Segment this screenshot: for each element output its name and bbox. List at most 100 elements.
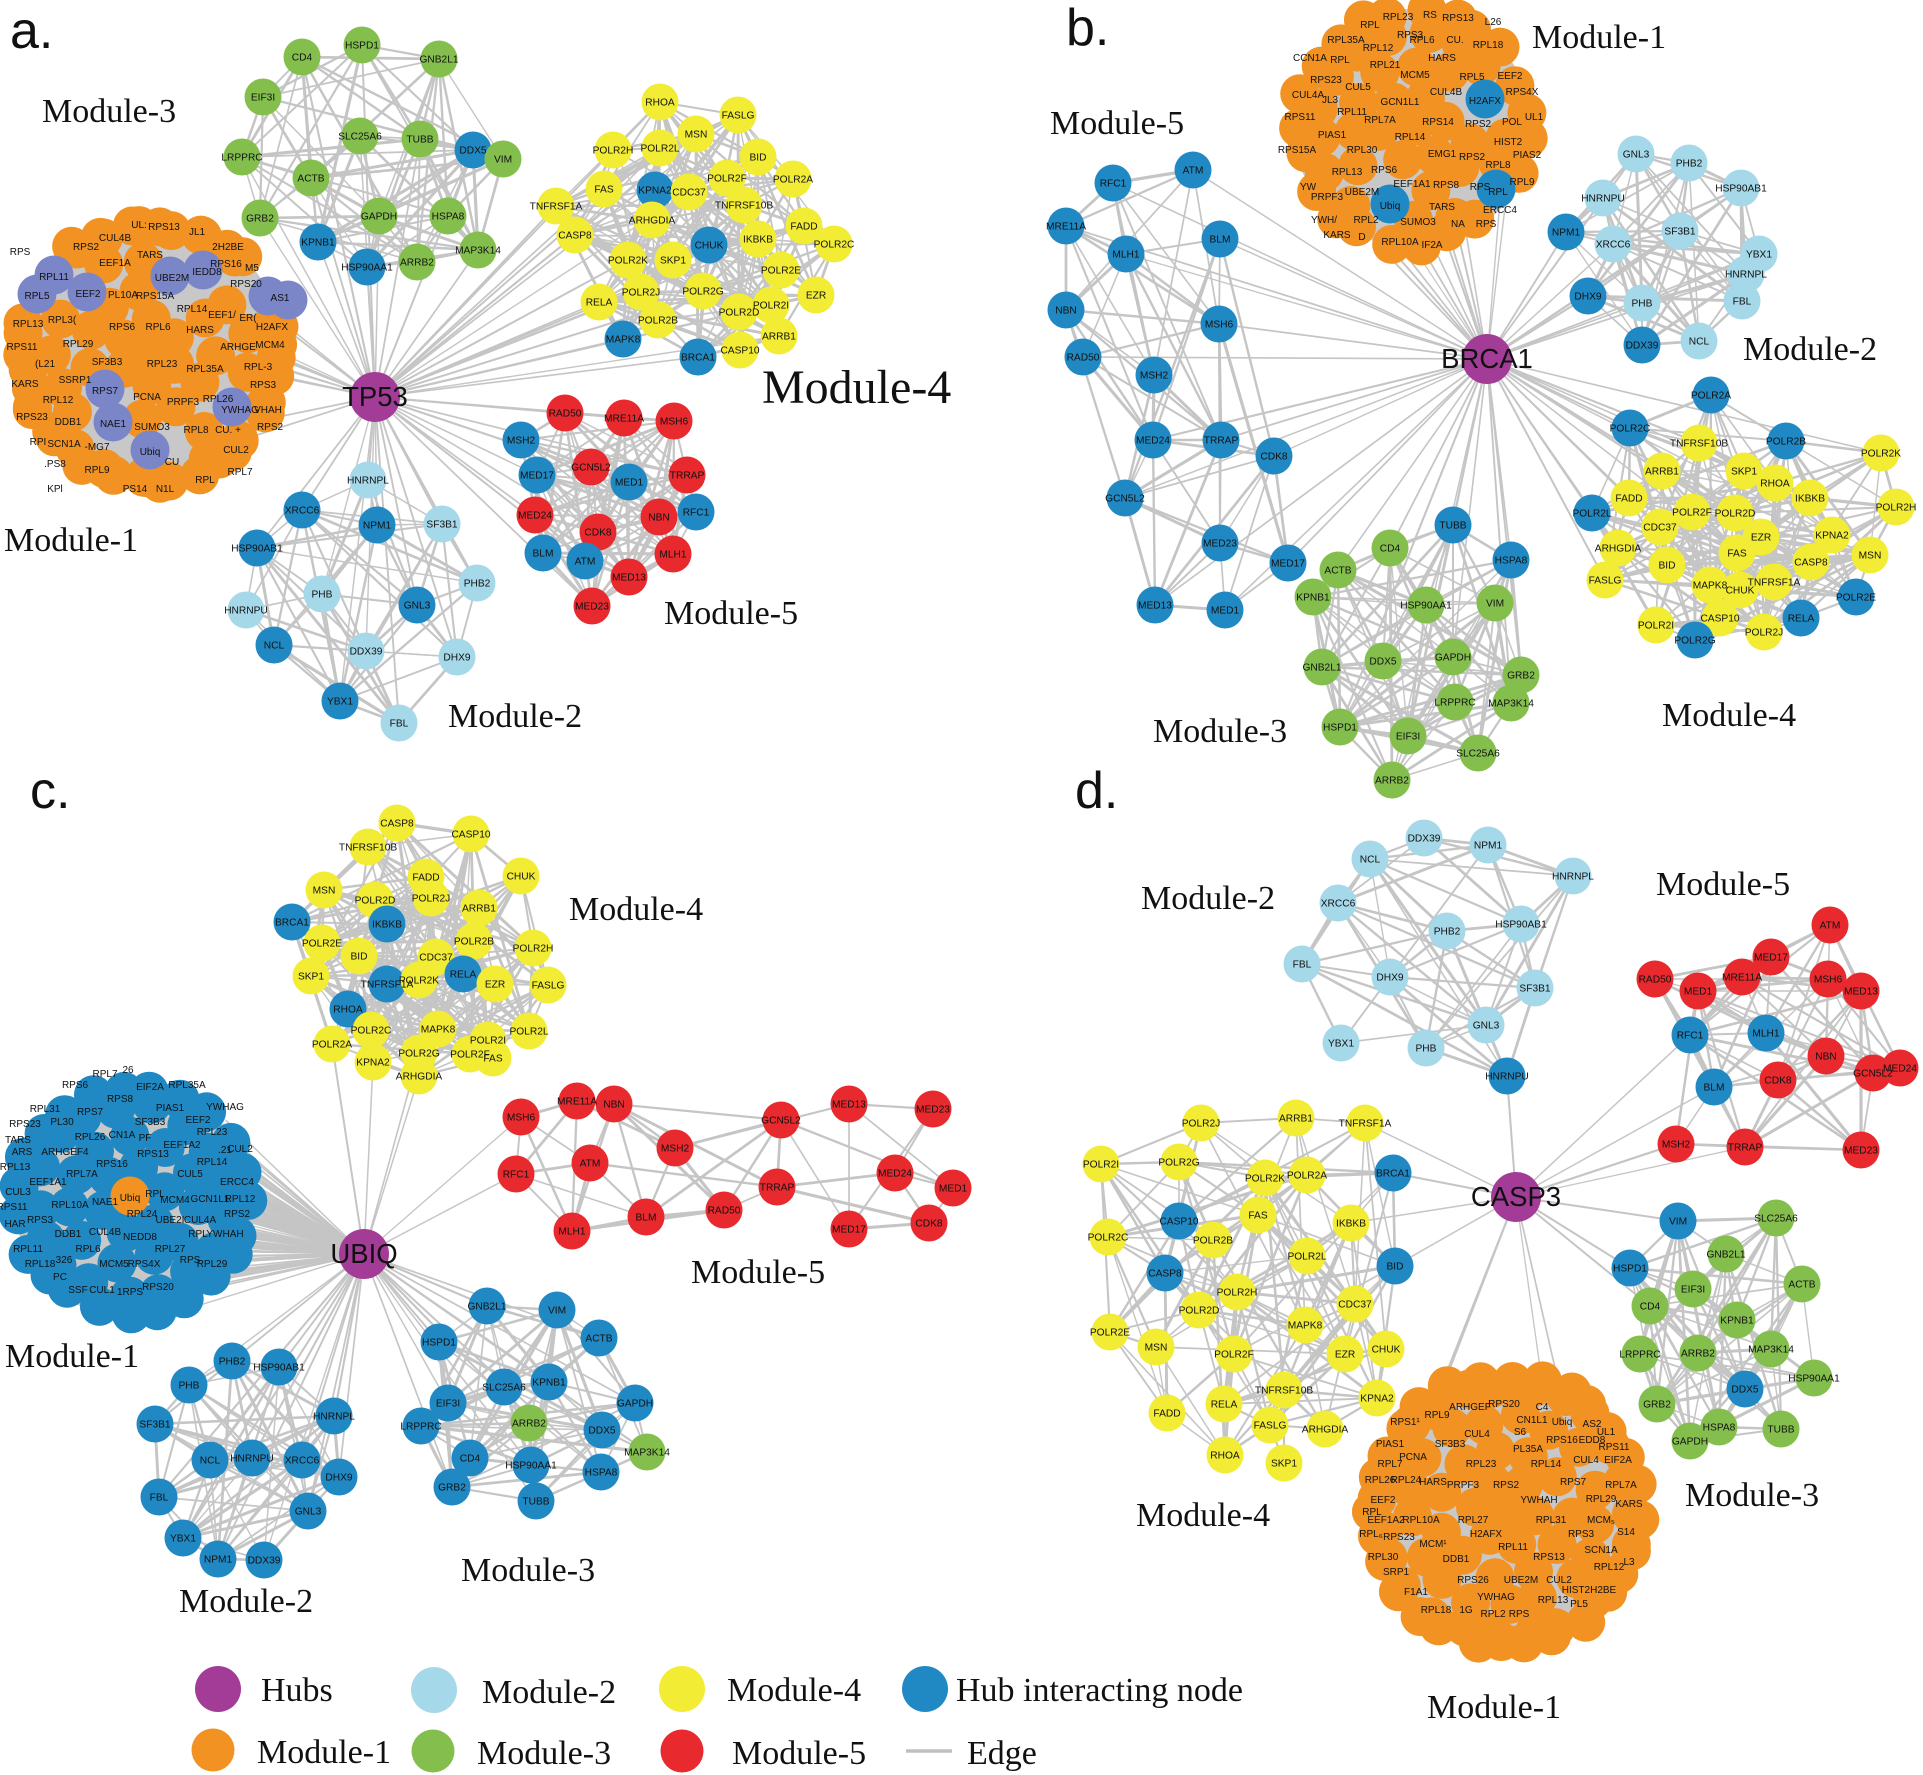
svg-text:HSPA8: HSPA8 (585, 1468, 618, 1479)
svg-text:HSP90AB1: HSP90AB1 (1715, 184, 1767, 195)
svg-text:DDB1: DDB1 (55, 1229, 82, 1240)
svg-text:FBL: FBL (1733, 297, 1752, 308)
svg-text:HSP90AA1: HSP90AA1 (1788, 1374, 1840, 1385)
svg-text:CASP3: CASP3 (1471, 1181, 1561, 1212)
svg-text:RPL12: RPL12 (1594, 1562, 1625, 1573)
svg-text:DDX5: DDX5 (1369, 657, 1397, 668)
svg-text:RPS2: RPS2 (73, 242, 100, 253)
svg-text:RPS16: RPS16 (1546, 1435, 1578, 1446)
svg-text:RS: RS (1423, 10, 1437, 21)
svg-text:SKP1: SKP1 (1271, 1459, 1297, 1470)
svg-text:MAPK8: MAPK8 (1693, 581, 1728, 592)
svg-text:PF: PF (139, 1133, 152, 1144)
svg-text:BLM: BLM (1704, 1083, 1725, 1094)
svg-text:POLR2A: POLR2A (1287, 1171, 1327, 1182)
svg-text:CUL2: CUL2 (227, 1144, 253, 1155)
svg-text:ACTB: ACTB (1788, 1280, 1815, 1291)
svg-text:POLR2F: POLR2F (707, 174, 747, 185)
svg-text:ARRB2: ARRB2 (400, 258, 434, 269)
svg-text:MED17: MED17 (1271, 559, 1305, 570)
svg-text:Module-1: Module-1 (1427, 1689, 1561, 1726)
svg-text:POLR2J: POLR2J (1745, 628, 1784, 639)
svg-text:GCN5L2: GCN5L2 (571, 463, 611, 474)
svg-text:Module-5: Module-5 (1050, 105, 1184, 142)
svg-text:DDX39: DDX39 (350, 647, 383, 658)
svg-text:RPS2: RPS2 (257, 422, 284, 433)
svg-text:TNFRSF1A: TNFRSF1A (1339, 1119, 1392, 1130)
svg-text:RPS: RPS (1476, 219, 1497, 230)
svg-text:UBE2M: UBE2M (155, 273, 189, 284)
svg-text:PS14: PS14 (123, 484, 148, 495)
svg-text:AS1: AS1 (271, 293, 290, 304)
svg-text:POLR2C: POLR2C (1088, 1233, 1129, 1244)
svg-text:HSP90AA1: HSP90AA1 (341, 263, 393, 274)
svg-text:FASLG: FASLG (1254, 1421, 1287, 1432)
svg-text:RPL18: RPL18 (1473, 40, 1504, 51)
svg-text:RPL5: RPL5 (24, 291, 49, 302)
svg-text:UBE2I: UBE2I (156, 1215, 185, 1226)
svg-text:N1L: N1L (156, 484, 175, 495)
svg-text:RPS23: RPS23 (1383, 1532, 1415, 1543)
svg-text:POLR2K: POLR2K (1861, 449, 1901, 460)
svg-text:CASP8: CASP8 (380, 819, 414, 830)
svg-text:IKBKB: IKBKB (743, 235, 773, 246)
svg-text:Module-2: Module-2 (482, 1674, 616, 1711)
svg-text:SF3B1: SF3B1 (1519, 984, 1550, 995)
svg-text:RPS23: RPS23 (16, 412, 48, 423)
svg-text:NCL: NCL (200, 1456, 221, 1467)
svg-text:Module-3: Module-3 (461, 1552, 595, 1589)
svg-text:RPS3: RPS3 (1397, 30, 1424, 41)
svg-text:RPS13: RPS13 (137, 1149, 169, 1160)
svg-text:Module-3: Module-3 (1153, 713, 1287, 750)
svg-text:RPL30: RPL30 (1347, 145, 1378, 156)
svg-text:KPl: KPl (47, 484, 63, 495)
svg-text:RPS6: RPS6 (1371, 165, 1398, 176)
svg-text:RELA: RELA (1788, 614, 1815, 625)
svg-text:PRPF3: PRPF3 (1447, 1480, 1480, 1491)
svg-text:DDX39: DDX39 (1408, 834, 1441, 845)
svg-text:CASP8: CASP8 (1148, 1269, 1182, 1280)
svg-text:KARS: KARS (1615, 1499, 1643, 1510)
svg-text:HAR: HAR (4, 1219, 25, 1230)
svg-text:EZR: EZR (1751, 533, 1771, 544)
svg-text:UL:: UL: (131, 220, 147, 231)
svg-text:IKBKB: IKBKB (1336, 1219, 1366, 1230)
svg-text:ATM: ATM (580, 1159, 601, 1170)
svg-text:POLR2L: POLR2L (509, 1027, 548, 1038)
svg-text:EIF3I: EIF3I (251, 93, 275, 104)
svg-text:RPL18: RPL18 (1421, 1605, 1452, 1616)
svg-text:TNFRSF10B: TNFRSF10B (1255, 1386, 1314, 1397)
svg-text:HSPD1: HSPD1 (345, 41, 379, 52)
svg-text:RPS15A: RPS15A (1278, 145, 1317, 156)
svg-text:Ubiq: Ubiq (140, 447, 161, 458)
svg-text:EZR: EZR (1335, 1350, 1355, 1361)
svg-text:BID: BID (1659, 561, 1676, 572)
svg-text:SF3B1: SF3B1 (1664, 227, 1695, 238)
svg-text:MED1: MED1 (939, 1184, 968, 1195)
svg-text:RPL23: RPL23 (147, 359, 178, 370)
svg-text:RPL29: RPL29 (1586, 1494, 1617, 1505)
svg-text:PIAS1: PIAS1 (1318, 130, 1347, 141)
svg-text:RPS4X: RPS4X (1506, 87, 1539, 98)
svg-text:RPS11: RPS11 (1599, 1442, 1630, 1453)
svg-text:RPL31: RPL31 (30, 1104, 61, 1115)
svg-text:CUL4B: CUL4B (99, 233, 132, 244)
svg-text:CD4: CD4 (1640, 1302, 1661, 1313)
svg-text:RPL13: RPL13 (0, 1162, 31, 1173)
svg-text:MAPK8: MAPK8 (1288, 1321, 1323, 1332)
svg-text:RFC1: RFC1 (1100, 179, 1127, 190)
svg-text:EIF2A: EIF2A (1604, 1455, 1632, 1466)
svg-text:EZR: EZR (806, 291, 826, 302)
svg-text:RPL29: RPL29 (197, 1259, 228, 1270)
svg-text:MSH6: MSH6 (1814, 975, 1843, 986)
svg-text:MCM₅: MCM₅ (1587, 1515, 1615, 1526)
svg-text:EEF2: EEF2 (75, 289, 100, 300)
svg-text:MED13: MED13 (1844, 987, 1878, 998)
svg-text:Module-4: Module-4 (727, 1672, 861, 1709)
svg-text:RFC1: RFC1 (1677, 1031, 1704, 1042)
svg-text:FBL: FBL (150, 1493, 169, 1504)
svg-text:ACTB: ACTB (585, 1334, 612, 1345)
svg-text:GCN1L1: GCN1L1 (1381, 97, 1420, 108)
svg-text:RPL11: RPL11 (1498, 1542, 1528, 1553)
svg-text:PHB2: PHB2 (219, 1357, 246, 1368)
